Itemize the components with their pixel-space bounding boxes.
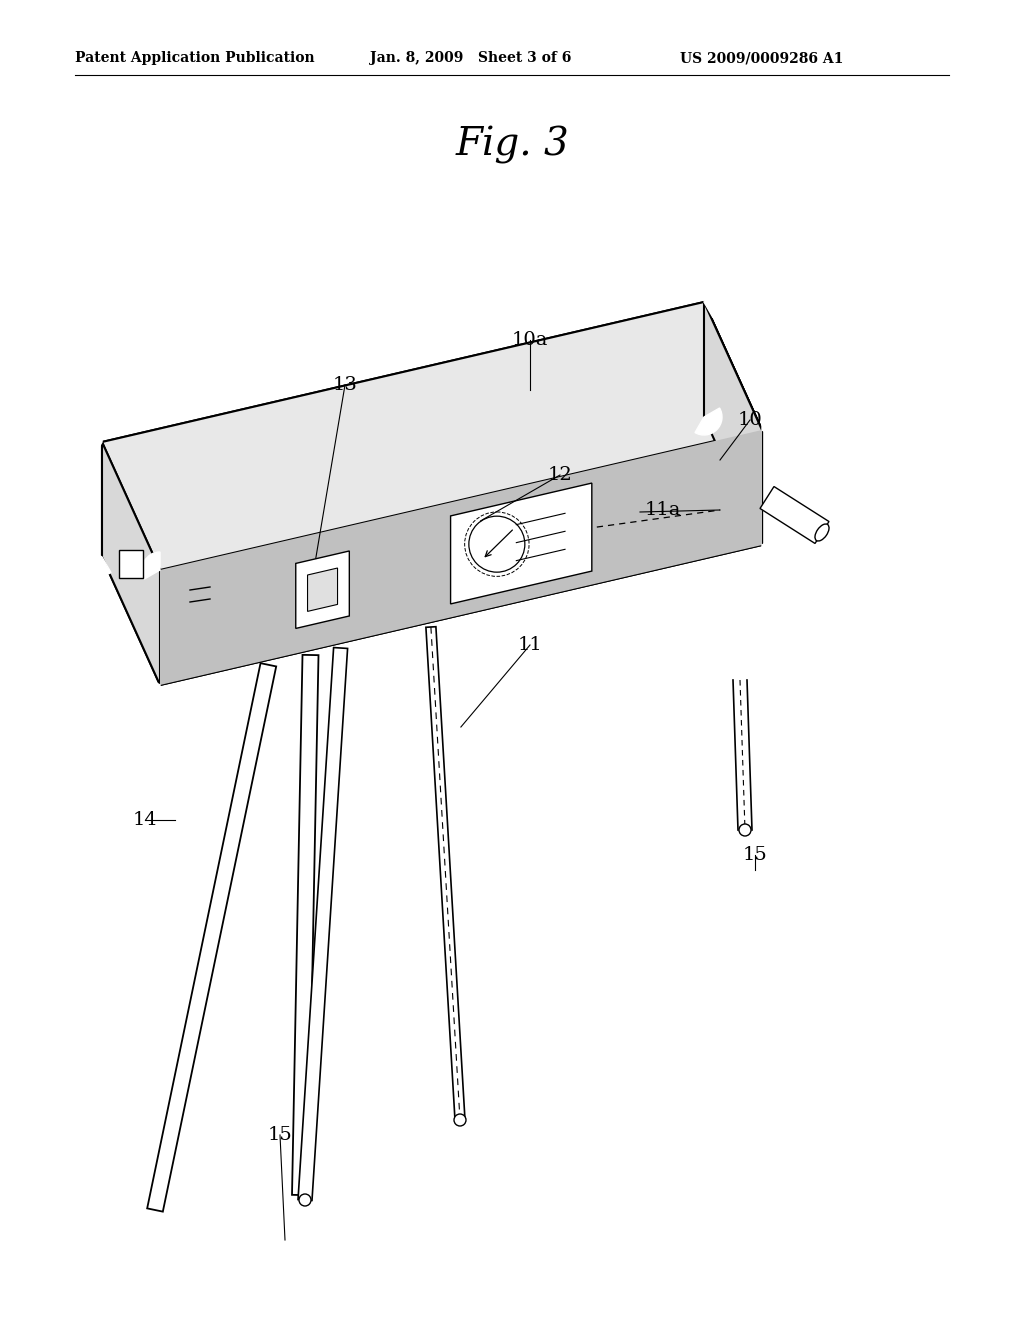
Polygon shape: [292, 655, 318, 1195]
Circle shape: [739, 824, 751, 836]
Text: Patent Application Publication: Patent Application Publication: [75, 51, 314, 65]
Polygon shape: [298, 648, 347, 1200]
Text: 15: 15: [267, 1126, 293, 1144]
Text: 10: 10: [737, 411, 763, 429]
Polygon shape: [160, 430, 762, 685]
Text: US 2009/0009286 A1: US 2009/0009286 A1: [680, 51, 844, 65]
Polygon shape: [102, 302, 762, 570]
Text: 11a: 11a: [645, 502, 681, 519]
Wedge shape: [695, 408, 722, 436]
Circle shape: [469, 516, 525, 572]
Wedge shape: [142, 676, 160, 704]
Wedge shape: [142, 552, 160, 579]
Polygon shape: [160, 430, 762, 685]
Text: 14: 14: [133, 810, 158, 829]
Text: 13: 13: [333, 376, 357, 393]
Ellipse shape: [815, 524, 829, 541]
Polygon shape: [160, 430, 762, 685]
Text: Jan. 8, 2009   Sheet 3 of 6: Jan. 8, 2009 Sheet 3 of 6: [370, 51, 571, 65]
Polygon shape: [102, 302, 762, 570]
Text: 15: 15: [742, 846, 767, 865]
Polygon shape: [760, 487, 829, 544]
Wedge shape: [84, 424, 102, 458]
Polygon shape: [102, 442, 160, 685]
Wedge shape: [762, 412, 780, 440]
Polygon shape: [147, 663, 276, 1212]
Circle shape: [299, 1195, 311, 1206]
Text: 10a: 10a: [512, 331, 548, 348]
Polygon shape: [705, 302, 762, 545]
Wedge shape: [762, 536, 780, 564]
Text: 11: 11: [517, 636, 543, 653]
Polygon shape: [451, 483, 592, 605]
Text: Fig. 3: Fig. 3: [455, 125, 569, 164]
Polygon shape: [102, 442, 160, 685]
Polygon shape: [307, 568, 338, 611]
Polygon shape: [119, 549, 143, 578]
Wedge shape: [84, 548, 111, 576]
Polygon shape: [705, 302, 762, 545]
Text: 12: 12: [548, 466, 572, 484]
Polygon shape: [426, 627, 465, 1121]
Wedge shape: [705, 286, 722, 318]
Circle shape: [454, 1114, 466, 1126]
Polygon shape: [296, 550, 349, 628]
